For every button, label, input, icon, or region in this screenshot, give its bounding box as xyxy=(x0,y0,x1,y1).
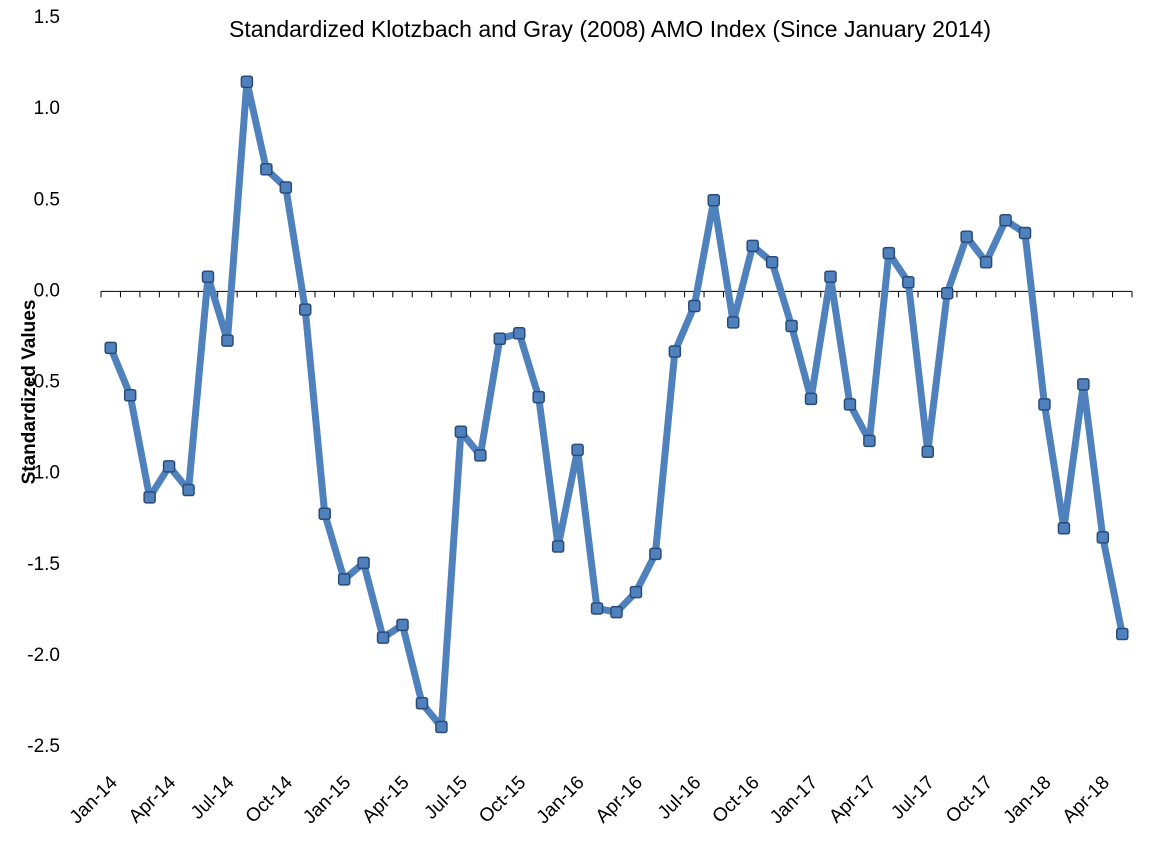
x-tick-label: Apr-15 xyxy=(358,772,413,827)
point-marker xyxy=(882,246,896,260)
point-marker xyxy=(940,286,954,300)
y-tick-label: -2.5 xyxy=(27,736,60,757)
point-marker xyxy=(435,720,448,734)
point-marker xyxy=(765,255,779,269)
point-marker xyxy=(182,483,195,497)
x-tick-label: Jan-18 xyxy=(1000,772,1056,828)
point-marker xyxy=(1096,531,1110,544)
x-tick-label: Jan-15 xyxy=(299,772,355,828)
point-marker xyxy=(960,230,973,243)
point-marker xyxy=(201,270,215,284)
x-tick-label: Jul-16 xyxy=(654,772,705,823)
point-marker xyxy=(123,389,137,402)
point-marker xyxy=(240,75,254,89)
x-tick-label: Apr-14 xyxy=(125,772,180,827)
x-tick-label: Apr-17 xyxy=(825,772,880,827)
x-tick-label: Oct-14 xyxy=(242,772,297,827)
x-tick-label: Jan-16 xyxy=(533,772,589,828)
point-marker xyxy=(532,390,545,404)
point-marker xyxy=(668,345,682,358)
x-tick-label: Oct-17 xyxy=(942,772,997,827)
point-marker xyxy=(902,276,915,289)
x-tick-label: Jan-14 xyxy=(66,772,122,828)
point-marker xyxy=(1077,378,1090,391)
y-tick-label: 0.5 xyxy=(34,189,60,210)
x-tick-label: Apr-16 xyxy=(592,772,647,827)
point-marker xyxy=(396,618,409,632)
point-marker xyxy=(1057,522,1071,535)
y-tick-label: -2.0 xyxy=(27,645,60,666)
y-tick-label: 1.5 xyxy=(34,7,60,28)
point-marker xyxy=(688,299,701,313)
chart-title: Standardized Klotzbach and Gray (2008) A… xyxy=(229,16,991,42)
point-marker xyxy=(1116,627,1129,641)
y-tick-label: 1.0 xyxy=(34,98,60,119)
x-tick-label: Jul-15 xyxy=(421,772,472,823)
point-marker xyxy=(843,398,857,411)
point-marker xyxy=(454,425,468,438)
point-marker xyxy=(162,460,176,473)
point-marker xyxy=(571,443,584,457)
point-marker xyxy=(221,334,234,347)
point-marker xyxy=(415,697,429,710)
x-tick-label: Apr-18 xyxy=(1059,772,1114,827)
y-tick-label: -0.5 xyxy=(27,372,60,393)
point-marker xyxy=(551,540,565,553)
x-tick-label: Oct-16 xyxy=(709,772,764,827)
x-tick-label: Jul-17 xyxy=(887,772,938,823)
point-marker xyxy=(610,605,623,619)
point-marker xyxy=(474,449,487,462)
point-marker xyxy=(629,585,643,599)
point-marker xyxy=(590,602,604,615)
point-marker xyxy=(104,341,117,355)
y-tick-label: -1.5 xyxy=(27,554,60,575)
point-marker xyxy=(512,327,526,340)
x-tick-label: Jul-14 xyxy=(187,772,239,824)
series-line xyxy=(107,78,1126,731)
point-marker xyxy=(726,316,740,329)
x-tick-label: Jan-17 xyxy=(766,772,822,828)
point-marker xyxy=(746,239,759,253)
point-marker xyxy=(785,319,798,333)
point-marker xyxy=(921,445,934,459)
x-tick-label: Oct-15 xyxy=(475,772,530,827)
point-marker xyxy=(824,270,837,284)
point-marker xyxy=(863,434,876,448)
point-marker xyxy=(979,255,993,269)
point-marker xyxy=(493,332,507,346)
y-axis-label: Standardized Values xyxy=(19,300,40,485)
point-marker xyxy=(337,573,351,586)
point-marker xyxy=(299,303,312,316)
y-tick-label: -1.0 xyxy=(27,463,60,484)
point-marker xyxy=(1018,226,1032,240)
y-tick-label: 0.0 xyxy=(34,280,60,301)
point-marker xyxy=(357,556,370,570)
point-marker xyxy=(707,194,721,207)
point-marker xyxy=(999,214,1012,227)
point-marker xyxy=(804,392,818,406)
point-marker xyxy=(1038,398,1051,411)
point-marker xyxy=(376,631,390,644)
point-marker xyxy=(143,491,156,504)
point-marker xyxy=(260,163,273,176)
point-marker xyxy=(279,181,293,194)
point-marker xyxy=(649,547,662,561)
point-marker xyxy=(318,507,331,520)
